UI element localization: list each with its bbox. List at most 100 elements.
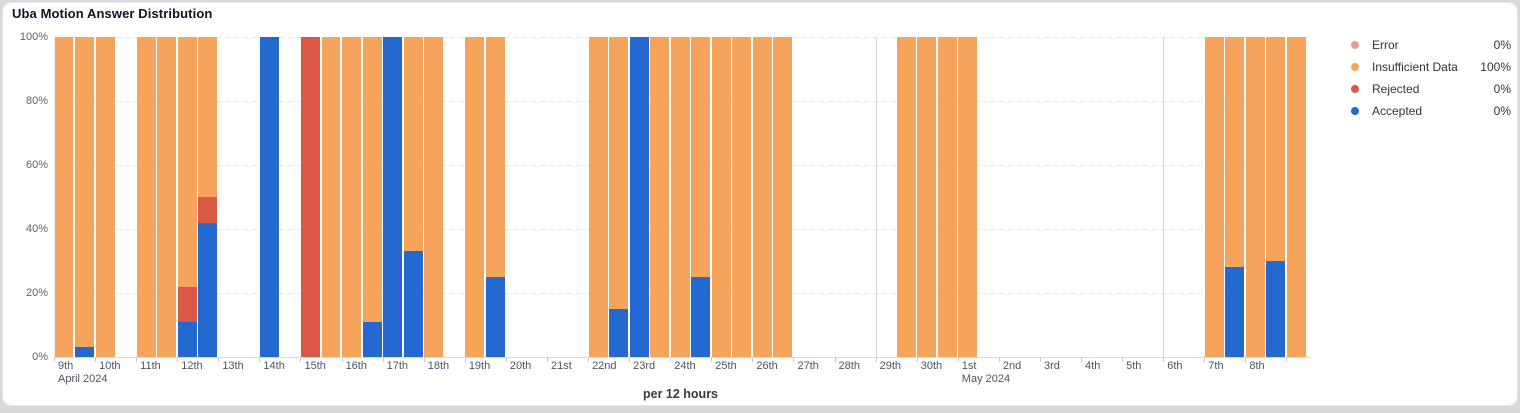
- bar-segment-insufficient: [342, 37, 361, 357]
- x-axis-tick-label: 30th: [920, 360, 943, 372]
- legend-item-accepted[interactable]: Accepted 0%: [1351, 100, 1511, 122]
- bar-segment-insufficient: [362, 37, 382, 322]
- x-axis-tick-label: 20th: [509, 360, 532, 372]
- y-axis-tick-label: 100%: [19, 31, 48, 43]
- bar-segment-accepted: [485, 277, 505, 357]
- x-axis-tick: [875, 357, 877, 362]
- x-axis-tick-label: 11th: [140, 360, 161, 372]
- y-axis-tick-label: 0%: [32, 351, 48, 363]
- bar[interactable]: [362, 37, 382, 357]
- bar[interactable]: [896, 37, 916, 357]
- bar[interactable]: [670, 37, 690, 357]
- chart-title: Uba Motion Answer Distribution: [12, 6, 213, 21]
- legend-item-insufficient-data[interactable]: Insufficient Data 100%: [1351, 56, 1511, 78]
- bar-segment-accepted: [383, 37, 403, 357]
- bar[interactable]: [588, 37, 608, 357]
- x-axis-tick: [341, 357, 343, 362]
- bar-segment-insufficient: [75, 37, 94, 348]
- bar-segment-rejected: [177, 286, 197, 322]
- bar[interactable]: [1245, 37, 1265, 357]
- bar-segment-insufficient: [1204, 37, 1224, 357]
- bar-segment-accepted: [691, 277, 711, 357]
- x-axis-tick: [136, 357, 138, 362]
- bar[interactable]: [424, 37, 444, 357]
- bar-segment-insufficient: [691, 37, 711, 277]
- y-axis-tick-label: 80%: [25, 95, 48, 107]
- bar[interactable]: [958, 37, 978, 357]
- x-axis-tick-label: 12th: [181, 360, 203, 372]
- bar[interactable]: [752, 37, 772, 357]
- bar[interactable]: [1204, 37, 1224, 357]
- bar[interactable]: [136, 37, 156, 357]
- bar-segment-accepted: [629, 37, 649, 357]
- bar[interactable]: [54, 37, 74, 357]
- bar[interactable]: [773, 37, 793, 357]
- bar-segment-insufficient: [917, 37, 937, 357]
- legend-item-rejected[interactable]: Rejected 0%: [1351, 78, 1511, 100]
- bar[interactable]: [383, 37, 403, 357]
- x-axis-tick-label: 9th: [58, 360, 74, 372]
- bar-segment-accepted: [75, 347, 94, 357]
- bar-segment-accepted: [1266, 261, 1286, 357]
- x-axis-tick: [793, 357, 795, 362]
- bar[interactable]: [937, 37, 957, 357]
- bar-segment-accepted: [177, 321, 197, 357]
- x-axis-tick: [588, 357, 590, 362]
- bar-segment-insufficient: [958, 37, 978, 357]
- x-axis-tick-label: 10th: [99, 360, 121, 372]
- bar[interactable]: [403, 37, 423, 357]
- x-axis-tick: [1122, 357, 1124, 362]
- x-axis-tick: [218, 357, 220, 362]
- bar[interactable]: [691, 37, 711, 357]
- x-axis-tick: [752, 357, 754, 362]
- bar[interactable]: [732, 37, 752, 357]
- x-axis-line: [54, 357, 1311, 358]
- bar-segment-insufficient: [609, 37, 629, 309]
- legend-dot: [1351, 107, 1359, 115]
- x-axis-tick-label: 25th: [715, 360, 737, 372]
- bar[interactable]: [198, 37, 218, 357]
- bar-segment-insufficient: [136, 37, 156, 357]
- x-axis-tick: [998, 357, 1000, 362]
- x-axis-tick-label: 5th: [1126, 360, 1142, 372]
- legend-value: 0%: [1493, 104, 1511, 118]
- legend-value: 100%: [1480, 60, 1511, 74]
- x-axis-tick: [916, 357, 918, 362]
- bar-segment-insufficient: [650, 37, 670, 357]
- bar[interactable]: [95, 37, 115, 357]
- legend-item-error[interactable]: Error 0%: [1351, 34, 1511, 56]
- x-axis-tick-label: 4th: [1085, 360, 1101, 372]
- bar[interactable]: [711, 37, 731, 357]
- bar-segment-insufficient: [1286, 37, 1306, 357]
- x-axis-tick: [464, 357, 466, 362]
- x-axis-month-label: May 2024: [961, 373, 1011, 385]
- bar[interactable]: [1266, 37, 1286, 357]
- bar[interactable]: [465, 37, 485, 357]
- bar[interactable]: [485, 37, 505, 357]
- plot-area: [54, 37, 1311, 358]
- bar[interactable]: [321, 37, 341, 357]
- bar[interactable]: [609, 37, 629, 357]
- x-axis-tick-label: 18th: [427, 360, 450, 372]
- bar[interactable]: [75, 37, 94, 357]
- week-separator-line: [875, 37, 877, 357]
- bar[interactable]: [300, 37, 320, 357]
- x-axis-unit-label: per 12 hours: [642, 387, 719, 401]
- bar-segment-insufficient: [198, 37, 218, 197]
- x-axis-tick: [1204, 357, 1206, 362]
- bar[interactable]: [917, 37, 937, 357]
- bar-segment-insufficient: [937, 37, 957, 357]
- bar-segment-accepted: [198, 222, 218, 357]
- bar[interactable]: [650, 37, 670, 357]
- x-axis-tick: [711, 357, 713, 362]
- bar[interactable]: [342, 37, 361, 357]
- x-axis-tick-label: 23rd: [633, 360, 656, 372]
- bar[interactable]: [1225, 37, 1245, 357]
- bar[interactable]: [1286, 37, 1306, 357]
- bar[interactable]: [629, 37, 649, 357]
- legend-dot: [1351, 85, 1359, 93]
- bar[interactable]: [259, 37, 279, 357]
- x-axis-tick-label: 15th: [304, 360, 326, 372]
- bar[interactable]: [157, 37, 177, 357]
- bar[interactable]: [177, 37, 197, 357]
